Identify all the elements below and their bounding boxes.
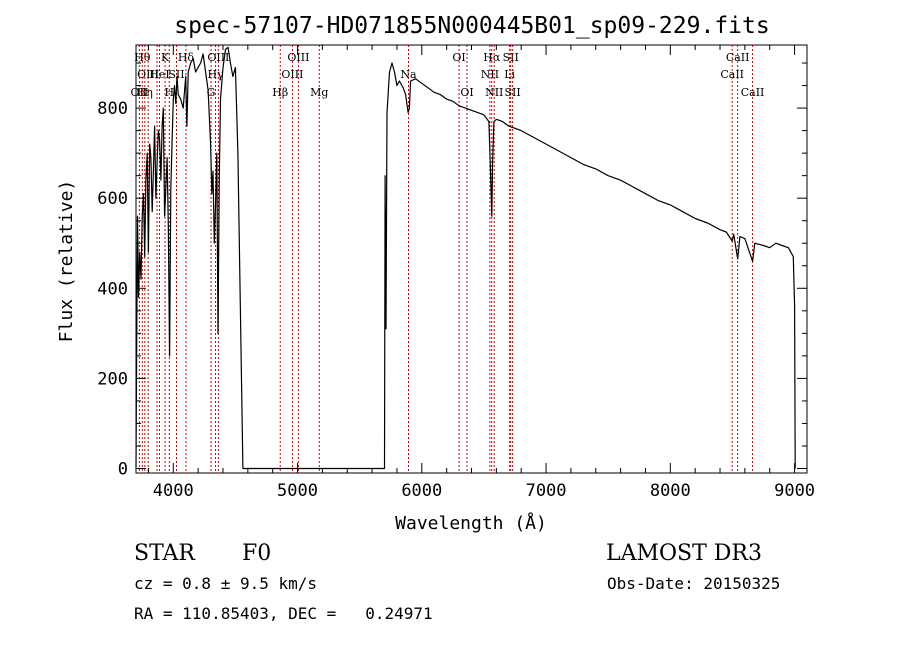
y-tick-label: 600 bbox=[97, 189, 128, 209]
observation-date: Obs-Date: 20150325 bbox=[607, 574, 780, 593]
spectrum-line bbox=[135, 46, 796, 470]
line-label: OIII bbox=[207, 51, 229, 64]
line-label: CaII bbox=[726, 51, 750, 64]
survey-name: LAMOST DR3 bbox=[606, 541, 762, 566]
coordinates: RA = 110.85403, DEC = 0.24971 bbox=[134, 604, 433, 623]
y-tick-label: 200 bbox=[97, 369, 128, 389]
line-label: Li bbox=[504, 68, 515, 81]
x-tick-label: 4000 bbox=[153, 481, 194, 501]
line-label: SII bbox=[168, 68, 184, 81]
x-axis-label: Wavelength (Å) bbox=[395, 512, 547, 534]
line-label: NII bbox=[481, 68, 499, 81]
y-tick-label: 400 bbox=[97, 279, 128, 299]
line-label: OIII bbox=[137, 68, 159, 81]
y-axis-label: Flux (relative) bbox=[56, 180, 77, 343]
redshift-value: cz = 0.8 ± 9.5 km/s bbox=[134, 574, 317, 593]
line-label: OII bbox=[130, 86, 148, 99]
line-label: Hθ bbox=[134, 51, 151, 64]
x-tick-label: 6000 bbox=[401, 481, 442, 501]
line-label: CaII bbox=[720, 68, 744, 81]
line-label: OIII bbox=[287, 51, 309, 64]
line-label: OI bbox=[452, 51, 465, 64]
y-tick-label: 0 bbox=[118, 459, 128, 479]
chart-title: spec-57107-HD071855N000445B01_sp09-229.f… bbox=[174, 13, 769, 39]
x-tick-label: 5000 bbox=[277, 481, 318, 501]
spectral-line-markers: OIIHθHηOIIIHeIKHSIIHδGHγOIIIHβOIIIOIIIMg… bbox=[130, 45, 764, 473]
line-label: K bbox=[161, 51, 170, 64]
line-label: Mg bbox=[310, 86, 328, 99]
line-label: HeI bbox=[149, 68, 169, 81]
line-label: H bbox=[165, 86, 175, 99]
line-label: SII bbox=[505, 86, 521, 99]
line-label: NII bbox=[485, 86, 503, 99]
object-class: STAR bbox=[134, 541, 196, 566]
y-axis: 0 200 400 600 800 bbox=[97, 62, 807, 479]
object-subclass: F0 bbox=[242, 541, 271, 566]
line-label: Hδ bbox=[178, 51, 195, 64]
x-tick-label: 8000 bbox=[650, 481, 691, 501]
line-label: OIII bbox=[281, 68, 303, 81]
line-label: CaII bbox=[741, 86, 765, 99]
x-tick-label: 9000 bbox=[774, 481, 815, 501]
x-tick-label: 7000 bbox=[526, 481, 567, 501]
line-label: Hα bbox=[483, 51, 501, 64]
line-label: Hη bbox=[137, 86, 153, 99]
line-label: OI bbox=[460, 86, 473, 99]
y-tick-label: 800 bbox=[97, 99, 128, 119]
line-label: Na bbox=[400, 68, 417, 81]
line-label: Hγ bbox=[207, 68, 224, 81]
line-label: G bbox=[207, 86, 216, 99]
line-label: SII bbox=[503, 51, 519, 64]
line-label: Hβ bbox=[272, 86, 288, 99]
x-axis: 4000 5000 6000 7000 8000 9000 bbox=[147, 45, 815, 501]
